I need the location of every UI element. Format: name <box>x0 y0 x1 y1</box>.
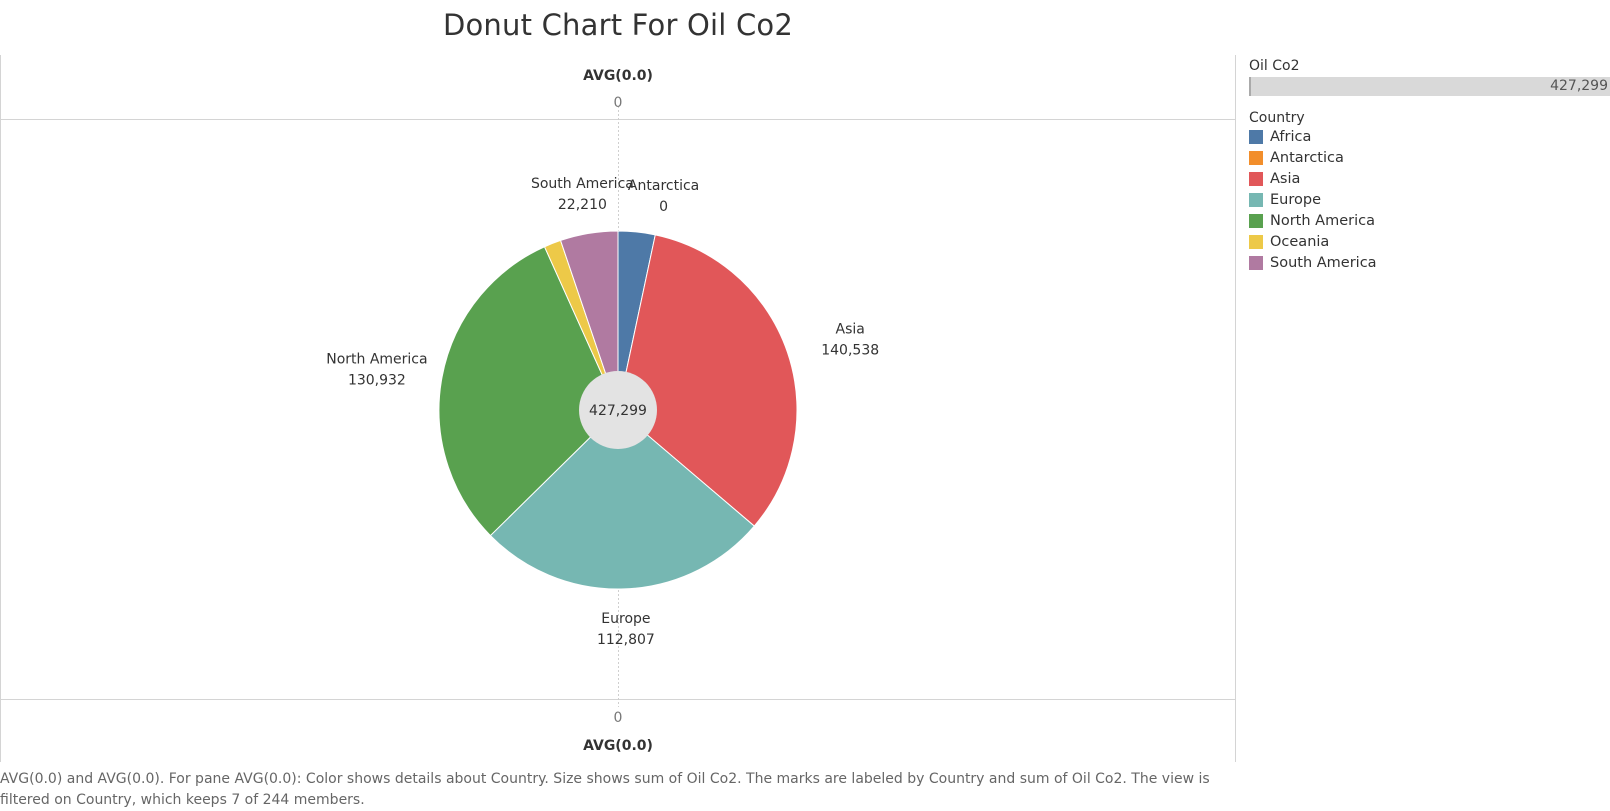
legend-swatch <box>1249 234 1263 249</box>
legend-item-asia[interactable]: Asia <box>1249 168 1610 189</box>
legend-item-label: South America <box>1270 254 1377 271</box>
top-axis-tick: 0 <box>614 95 623 111</box>
legend-swatch <box>1249 213 1263 228</box>
slice-label-name: Antarctica <box>628 178 699 194</box>
legend-swatch <box>1249 171 1263 186</box>
slice-label-name: South America <box>531 176 634 192</box>
chart-area: AVG(0.0) 0 0 AVG(0.0) 427,299 Antarctica… <box>0 55 1236 762</box>
slice-label-name: North America <box>326 352 427 368</box>
legend-item-north-america[interactable]: North America <box>1249 210 1610 231</box>
donut-hole <box>579 371 657 449</box>
slice-label-antarctica: Antarctica 0 <box>628 178 699 215</box>
legend-item-europe[interactable]: Europe <box>1249 189 1610 210</box>
slice-north-america[interactable] <box>438 246 619 537</box>
legend-swatch <box>1249 129 1263 144</box>
size-legend-value: 427,299 <box>1550 78 1608 94</box>
top-axis-label: AVG(0.0) <box>583 68 653 84</box>
slice-labels: Antarctica 0 Asia 140,538 Europe 112,807 North… <box>326 176 879 648</box>
chart-caption: AVG(0.0) and AVG(0.0). For pane AVG(0.0)… <box>0 771 1210 808</box>
legend-swatch <box>1249 192 1263 207</box>
slice-asia[interactable] <box>617 234 798 527</box>
chart-title: Donut Chart For Oil Co2 <box>442 8 794 42</box>
legend-swatch <box>1249 255 1263 270</box>
legend-item-antarctica[interactable]: Antarctica <box>1249 147 1610 168</box>
legend-item-oceania[interactable]: Oceania <box>1249 231 1610 252</box>
slice-label-value: 130,932 <box>348 373 406 389</box>
legend-item-label: Asia <box>1270 170 1301 187</box>
color-legend-title: Country <box>1249 110 1305 126</box>
bottom-axis-label: AVG(0.0) <box>583 738 653 754</box>
slice-label-value: 140,538 <box>821 343 879 359</box>
slice-label-asia: Asia 140,538 <box>821 322 879 359</box>
legend-item-africa[interactable]: Africa <box>1249 126 1610 147</box>
slice-label-name: Europe <box>601 611 650 627</box>
color-legend-items: Africa Antarctica Asia Europe North America O… <box>1249 126 1610 273</box>
slice-label-value: 0 <box>659 199 668 215</box>
legend-swatch <box>1249 150 1263 165</box>
legend-item-south-america[interactable]: South America <box>1249 252 1610 273</box>
size-legend-title: Oil Co2 <box>1249 58 1300 74</box>
bottom-axis-tick: 0 <box>614 710 623 726</box>
slice-label-name: Asia <box>836 322 865 338</box>
legend-item-label: Oceania <box>1270 233 1330 250</box>
slice-label-value: 112,807 <box>597 632 655 648</box>
pie-slices <box>438 230 798 590</box>
legend-panel: Oil Co2 427,299 Country Africa Antarctica… <box>1249 58 1610 273</box>
slice-label-europe: Europe 112,807 <box>597 611 655 648</box>
slice-europe[interactable] <box>489 409 755 590</box>
slice-label-north-america: North America 130,932 <box>326 352 427 389</box>
size-legend-bar: 427,299 <box>1249 77 1610 96</box>
legend-item-label: Europe <box>1270 191 1321 208</box>
slice-label-south-america: South America 22,210 <box>531 176 634 213</box>
donut-total-label: 427,299 <box>589 403 647 419</box>
legend-item-label: Africa <box>1270 128 1312 145</box>
legend-item-label: Antarctica <box>1270 149 1344 166</box>
legend-item-label: North America <box>1270 212 1375 229</box>
color-legend: Country Africa Antarctica Asia Europe North … <box>1249 110 1610 273</box>
slice-south-america[interactable] <box>559 230 619 411</box>
slice-label-value: 22,210 <box>558 197 607 213</box>
